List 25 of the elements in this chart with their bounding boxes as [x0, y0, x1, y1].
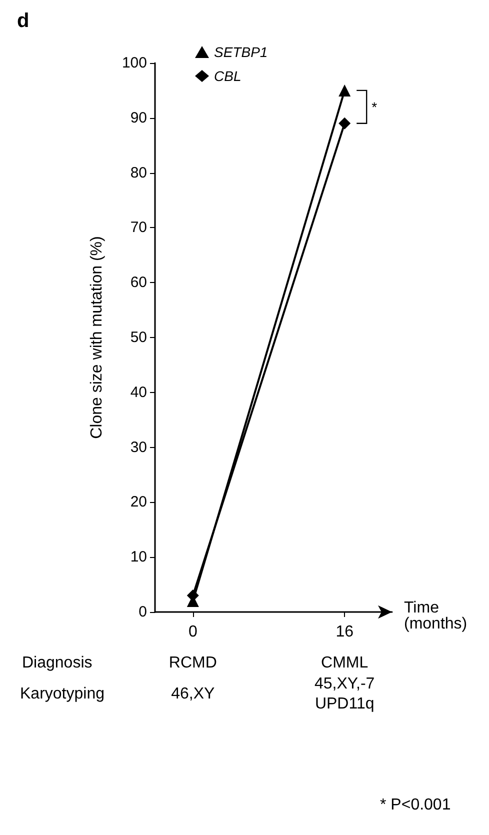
y-tick-label: 0: [138, 604, 147, 620]
y-tick-label: 30: [130, 438, 147, 456]
y-tick-label: 60: [130, 274, 147, 292]
y-tick-label: 80: [130, 164, 147, 182]
text: CMML: [321, 654, 368, 672]
y-axis-title: Clone size with mutation (%): [88, 236, 106, 439]
x-tick-label: 16: [336, 624, 354, 640]
y-tick-label: 70: [130, 219, 147, 236]
text: * P<0.001: [380, 796, 451, 814]
text: RCMD: [168, 654, 217, 672]
text: 45,XY,-7 UPD11q: [314, 676, 375, 712]
y-tick-label: 90: [130, 109, 147, 126]
annotation: *: [372, 98, 378, 115]
text: Diagnosis: [22, 654, 92, 672]
text: Karyotyping: [20, 686, 104, 702]
y-tick-label: 100: [122, 54, 147, 72]
y-tick-label: 40: [130, 384, 147, 401]
legend-label: SETBP1: [214, 44, 268, 60]
x-axis-title: Time (months): [404, 600, 468, 632]
text: 46,XY: [171, 686, 216, 702]
chart-title: d: [17, 10, 30, 32]
y-tick-label: 20: [130, 494, 147, 511]
y-tick-label: 50: [130, 329, 147, 346]
y-tick-label: 10: [130, 548, 147, 566]
legend-label: CBL: [214, 68, 242, 84]
